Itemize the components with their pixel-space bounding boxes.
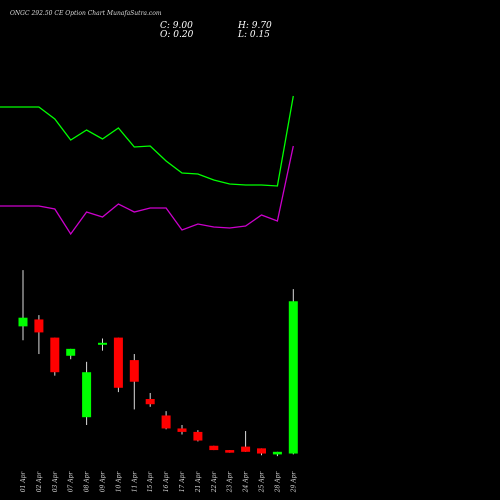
- candle-body: [272, 451, 282, 455]
- candle-body: [177, 428, 187, 432]
- candle-body: [18, 317, 28, 327]
- candle-body: [161, 415, 171, 429]
- candle-body: [209, 445, 219, 451]
- chart-title: ONGC 292.50 CE Option Chart MunafaSutra.…: [10, 10, 162, 17]
- candle-body: [98, 342, 107, 345]
- candle-body: [66, 348, 76, 356]
- x-tick-label: 23 Apr: [227, 471, 234, 494]
- x-tick-label: 08 Apr: [84, 471, 91, 493]
- x-tick-label: 02 Apr: [36, 471, 43, 493]
- x-tick-label: 22 Apr: [211, 471, 218, 494]
- candle-body: [82, 372, 92, 418]
- x-tick-label: 21 Apr: [195, 471, 202, 494]
- candle-body: [129, 360, 139, 382]
- indicator-line-1: [0, 95, 294, 187]
- x-tick-label: 17 Apr: [179, 471, 186, 493]
- candle-body: [288, 301, 298, 454]
- x-tick-label: 28 Apr: [274, 471, 281, 494]
- candle-body: [145, 399, 155, 405]
- x-tick-label: 24 Apr: [243, 471, 250, 494]
- x-tick-label: 10 Apr: [115, 471, 122, 493]
- x-tick-label: 29 Apr: [290, 471, 297, 494]
- x-tick-label: 15 Apr: [147, 471, 154, 493]
- x-tick-label: 16 Apr: [163, 471, 170, 493]
- x-tick-label: 01 Apr: [20, 471, 27, 493]
- x-tick-label: 07 Apr: [68, 471, 75, 493]
- x-tick-label: 11 Apr: [131, 471, 138, 493]
- candle-body: [193, 431, 203, 441]
- x-tick-label: 03 Apr: [52, 471, 59, 493]
- indicator-line-2: [0, 145, 294, 236]
- open-value: O: 0.20: [160, 30, 194, 40]
- close-value: C: 9.00: [160, 21, 193, 31]
- candle-body: [225, 450, 235, 453]
- candle-body: [50, 337, 60, 373]
- high-value: H: 9.70: [238, 21, 272, 31]
- x-tick-label: 09 Apr: [100, 471, 107, 493]
- candle-body: [241, 446, 251, 452]
- x-tick-label: 25 Apr: [259, 471, 266, 494]
- low-value: L: 0.15: [238, 30, 270, 40]
- candle-body: [34, 319, 44, 333]
- candle-body: [257, 448, 266, 454]
- candle-body: [113, 337, 123, 388]
